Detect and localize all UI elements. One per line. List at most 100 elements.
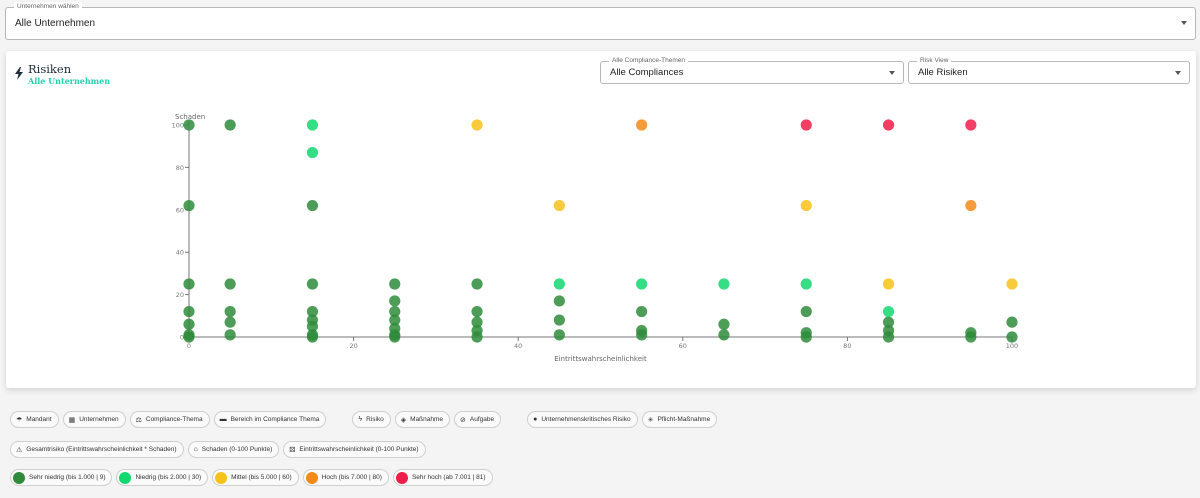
legend-chip-metric-0: ⚠ Gesamtrisiko (Eintrittswahrscheinlichke… [10,441,184,458]
y-tick-label: 0 [180,334,184,342]
data-point [636,119,648,131]
data-point [224,278,236,290]
damage-icon: ⌂ [193,446,198,453]
legend-row-levels: Sehr niedrig (bis 1.000 | 9) Niedrig (bis… [10,469,497,486]
data-point [389,331,401,343]
legend-chip-type-0: ϟ Risiko [352,411,391,428]
data-point [306,119,319,131]
data-point [389,278,401,290]
bolt-icon [15,67,23,80]
data-point [183,331,195,343]
legend-chip-label: Sehr hoch (ab 7.001 | 81) [411,474,486,481]
legend-chip-level-1: Niedrig (bis 2.000 | 30) [116,469,209,486]
asterisk-icon: ✳ [647,416,654,424]
data-point [800,331,812,343]
x-tick-label: 40 [514,342,522,350]
data-point [553,295,565,307]
umbrella-icon: ☂ [16,416,23,424]
data-point [800,278,812,290]
x-tick-label: 0 [187,342,191,350]
legend-color-dot [305,471,318,484]
data-point [636,305,648,318]
data-point [471,305,483,318]
data-point [471,278,483,290]
legend-chip-label: Risiko [366,416,384,423]
task-icon: ⊘ [460,416,466,424]
x-tick-label: 60 [679,342,687,350]
legend-chip-label: Eintrittswahrscheinlichkeit (0-100 Punkt… [299,446,419,453]
risk-card: 0 20 40 60 80 100 0 20 40 60 80 100 Eintrittswahrsch… [6,51,1196,388]
data-point [183,278,195,290]
y-axis-title: Schaden [175,113,205,121]
data-point [224,305,236,318]
risk-view-select[interactable]: Risk View Alle Risiken [908,56,1190,84]
legend-chip-label: Maßnahme [410,416,444,423]
legend-chip-label: Niedrig (bis 2.000 | 30) [135,474,202,481]
building-icon: ▦ [68,416,76,424]
risk-scatter-chart: 0 20 40 60 80 100 0 20 40 60 80 100 Eintrittswahrsch… [172,113,1019,363]
legend-chip-label: Gesamtrisiko (Eintrittswahrscheinlichkei… [26,446,177,453]
legend-chip-type-2: ⊘ Aufgabe [454,411,502,428]
x-tick-label: 100 [1006,342,1018,350]
y-tick-label: 60 [176,206,184,214]
data-point [882,305,895,318]
data-point [306,305,319,318]
y-tick-label: 40 [176,249,184,257]
x-tick-label: 20 [349,342,357,350]
compliance-select[interactable]: Alle Compliance-Themen Alle Compliances [600,56,904,84]
data-point [1006,331,1018,343]
company-select-value: Alle Unternehmen [15,18,96,29]
legend-color-dot [119,471,132,484]
measure-icon: ◈ [400,416,407,424]
data-point [636,329,648,341]
legend-chip-level-4: Sehr hoch (ab 7.001 | 81) [392,469,493,486]
data-point [306,146,319,159]
company-select-label: Unternehmen wählen [14,2,82,12]
legend-color-dot [215,471,228,484]
legend-chip-hierarchy-3: ▬ Bereich im Compliance Thema [213,411,327,428]
data-point [965,119,977,131]
chevron-down-icon [889,71,895,75]
legend-chip-label: Mandant [26,416,52,423]
bomb-icon: ● [533,416,538,423]
data-point [183,305,195,318]
legend-chip-type-1: ◈ Maßnahme [394,411,451,428]
data-point [965,199,977,212]
data-point [800,119,812,131]
data-point [882,331,895,343]
legend-color-dot [395,471,408,484]
data-point [224,316,236,328]
legend-chip-label: Bereich im Compliance Thema [230,416,320,423]
scale-icon: ⚖ [135,416,142,424]
legend-chip-label: Mittel (bis 5.000 | 60) [231,474,292,481]
y-tick-label: 80 [176,164,184,172]
x-axis-title: Eintrittswahrscheinlichkeit [554,355,647,363]
data-point [389,305,401,318]
legend-row-metrics: ⚠ Gesamtrisiko (Eintrittswahrscheinlichke… [10,441,430,458]
risk-view-select-value: Alle Risiken [918,67,968,78]
data-point [306,278,319,290]
data-point [389,314,401,326]
data-point [1006,278,1018,290]
data-point [882,278,895,290]
data-point [636,278,648,290]
legend-chip-metric-1: ⌂ Schaden (0-100 Punkte) [187,441,280,458]
data-point [882,119,895,131]
data-point [553,314,565,326]
legend-chip-label: Pflicht-Maßnahme [657,416,711,423]
card-title: Risiken [28,62,72,76]
data-point [882,316,895,328]
legend-chip-level-2: Mittel (bis 5.000 | 60) [212,469,299,486]
y-tick-label: 20 [176,291,184,299]
data-point [553,278,565,290]
data-point [1006,316,1018,328]
data-point [718,329,730,341]
legend-chip-flag-1: ✳ Pflicht-Maßnahme [641,411,718,428]
compliance-select-label: Alle Compliance-Themen [609,56,688,66]
data-point [183,199,195,212]
warning-icon: ⚠ [16,446,23,454]
data-point [224,329,236,341]
company-select[interactable]: Unternehmen wählen Alle Unternehmen [5,2,1196,40]
legend-row-structure: ☂ Mandant ▦ Unternehmen ⚖ Compliance-Thema ▬ Be… [10,411,721,428]
legend-chip-flag-0: ● Unternehmenskritisches Risiko [527,411,638,428]
